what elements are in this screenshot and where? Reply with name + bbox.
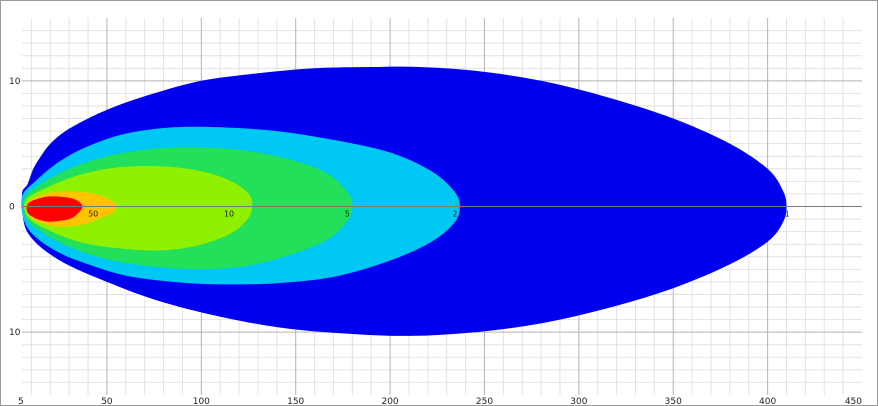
x-tick-label: 300 (570, 397, 587, 406)
contour-label-50: 50 (88, 210, 98, 219)
contour-region-core (26, 196, 83, 222)
y-tick-label: 10 (9, 77, 21, 87)
contour-label-10: 10 (224, 210, 234, 219)
contour-label-2: 2 (452, 210, 457, 219)
y-tick-label: 0 (9, 203, 15, 213)
x-tick-label: 200 (381, 397, 398, 406)
x-tick-label: 350 (665, 397, 682, 406)
contour-label-5: 5 (345, 210, 350, 219)
x-tick-label: 150 (287, 397, 304, 406)
x-tick-label: 50 (101, 397, 113, 406)
x-axis-ticks: 5 50 100 150 200 250 300 350 400 450 (18, 397, 862, 406)
contour-label-1: 1 (785, 210, 790, 219)
y-tick-label: 10 (9, 328, 21, 338)
y-axis-ticks: 10 0 10 (9, 77, 21, 338)
x-tick-label: 450 (845, 397, 862, 406)
x-tick-label: 5 (18, 397, 24, 406)
contour-region-10 (24, 166, 253, 251)
x-tick-label: 100 (193, 397, 210, 406)
x-tick-label: 250 (476, 397, 493, 406)
contour-labels: 50 10 5 2 1 (88, 210, 790, 219)
x-tick-label: 400 (759, 397, 776, 406)
contour-regions (21, 66, 787, 336)
